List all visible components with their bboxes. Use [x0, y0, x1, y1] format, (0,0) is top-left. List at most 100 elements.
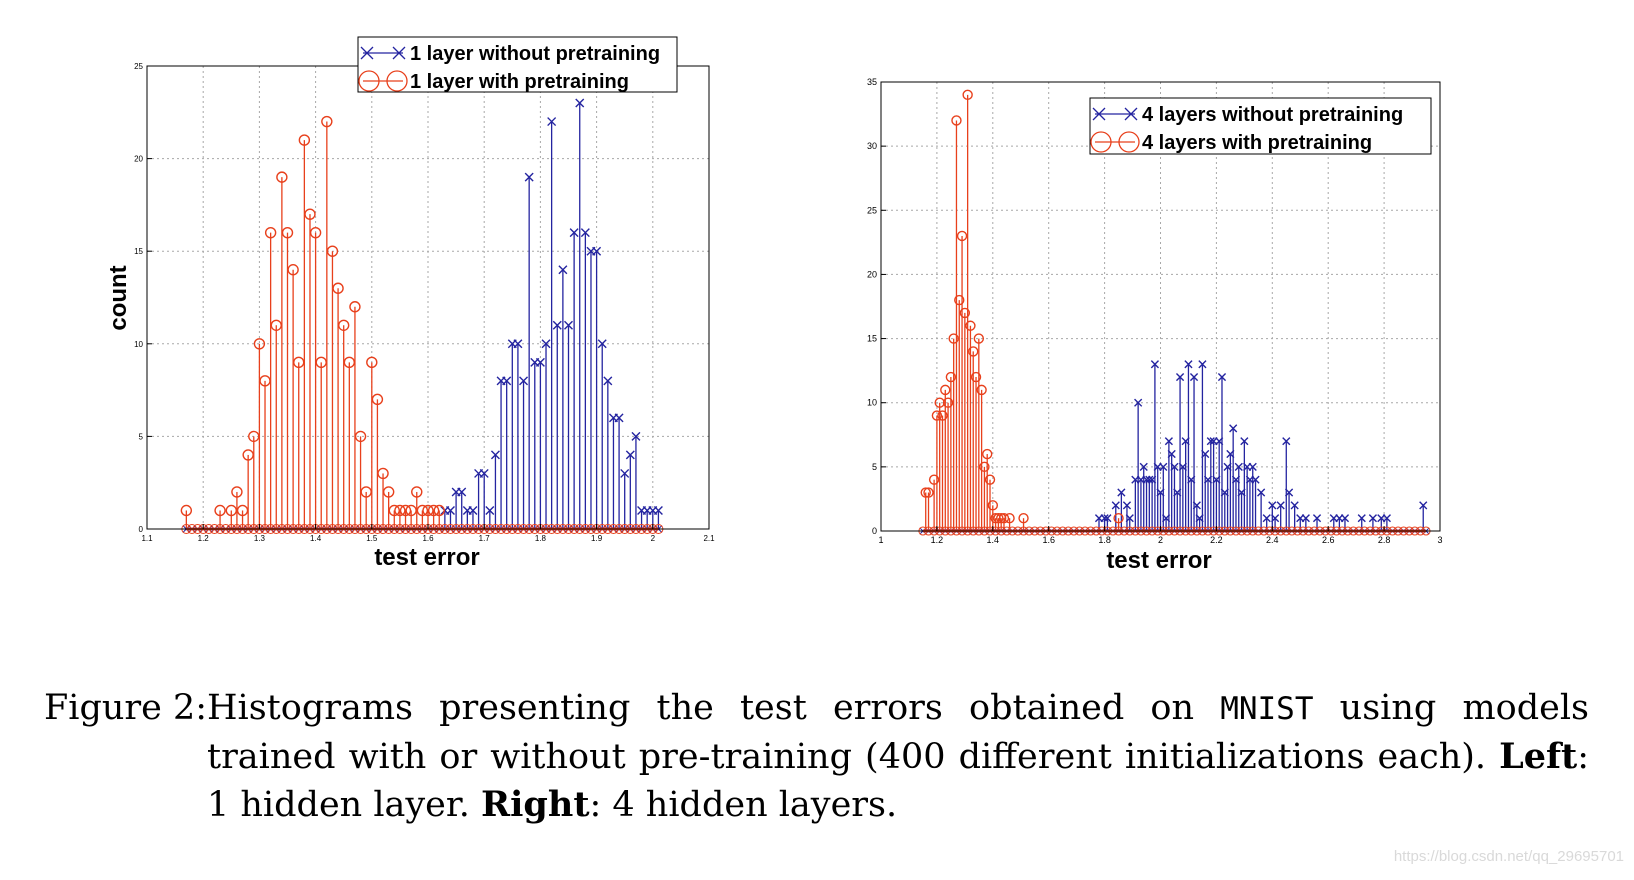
x-tick-label: 1: [878, 535, 883, 545]
data-point: [945, 371, 957, 383]
series-blue: [440, 98, 663, 529]
data-point: [1164, 437, 1173, 446]
data-point: [954, 294, 965, 306]
legend-label: 1 layer with pretraining: [410, 71, 629, 93]
data-point: [979, 461, 990, 473]
x-tick-label: 2.8: [1378, 535, 1391, 545]
data-point: [1217, 372, 1227, 382]
x-tick-label: 1.6: [422, 534, 434, 543]
data-point: [411, 486, 423, 498]
legend-label: 4 layers without pretraining: [1142, 104, 1403, 126]
x-tick-label: 1.4: [310, 534, 322, 543]
data-point: [309, 226, 322, 239]
data-point: [1122, 501, 1132, 510]
data-point: [1271, 514, 1280, 523]
data-point: [1301, 514, 1310, 523]
data-point: [253, 338, 266, 350]
data-point: [485, 505, 495, 515]
legend-marker: [1118, 131, 1140, 153]
series-red: [180, 115, 445, 529]
x-axis-label: test error: [374, 544, 479, 571]
y-tick-label: 30: [867, 141, 877, 151]
data-point: [1240, 437, 1249, 446]
data-point: [1368, 514, 1378, 523]
legend-label: 4 layers with pretraining: [1142, 132, 1372, 154]
x-tick-label: 1.5: [366, 534, 378, 543]
data-point: [1234, 462, 1243, 471]
data-point: [552, 320, 562, 330]
data-point: [1189, 372, 1199, 382]
x-tick-label: 1.7: [479, 534, 491, 543]
data-point: [1276, 501, 1285, 510]
data-point: [1111, 501, 1120, 510]
data-point: [1184, 360, 1193, 369]
data-point: [620, 468, 630, 478]
legend-box: [1089, 97, 1432, 155]
data-point: [1134, 398, 1143, 407]
plot-area: [881, 82, 1440, 531]
legend: 1 layer without pretraining 1 layer with …: [357, 36, 678, 93]
data-point: [547, 117, 557, 127]
data-point: [631, 431, 641, 441]
data-point: [614, 413, 624, 423]
data-point: [920, 487, 931, 498]
chart-right: 1 1.2 1.4 1.6 1.8 2 2.2 2.4 2.6 2.8 3 0 5 10 15 20 25 30 3…: [860, 0, 1634, 600]
legend-marker: [360, 46, 374, 60]
data-point: [1117, 488, 1126, 497]
x-tick-label: 1.2: [198, 534, 210, 543]
x-tick-label: 1.1: [141, 534, 153, 543]
y-tick-label: 5: [872, 462, 877, 472]
x-tick-label: 1.4: [987, 535, 1000, 545]
series-red: [920, 89, 1124, 531]
legend-marker: [392, 46, 406, 60]
x-tick-label: 1.8: [535, 534, 547, 543]
data-point: [371, 393, 384, 406]
data-point: [965, 320, 976, 331]
data-point: [304, 208, 316, 220]
data-point: [354, 430, 367, 443]
legend-marker: [1090, 131, 1112, 153]
data-point: [1312, 514, 1322, 523]
legend-marker: [386, 70, 408, 92]
data-point: [569, 228, 579, 238]
data-point: [366, 356, 378, 369]
y-tick-label: 15: [134, 247, 143, 256]
data-point: [281, 226, 294, 239]
data-point: [942, 397, 954, 408]
data-point: [513, 339, 523, 349]
data-point: [1113, 512, 1124, 524]
data-point: [1257, 488, 1266, 497]
x-tick-label: 2: [1158, 535, 1163, 545]
data-point: [962, 89, 973, 101]
data-point: [937, 410, 948, 421]
caption-text-3: : 1 hidden layer.: [207, 737, 1589, 825]
data-point: [180, 504, 193, 517]
y-axis-label: count: [860, 273, 863, 338]
y-tick-label: 5: [139, 432, 144, 441]
data-point: [479, 468, 489, 478]
data-point: [982, 448, 993, 460]
y-tick-label: 15: [867, 334, 877, 344]
legend-marker: [1124, 107, 1138, 121]
data-point: [1290, 501, 1299, 510]
data-point: [445, 505, 455, 515]
data-point: [214, 504, 226, 517]
data-point: [931, 410, 943, 421]
caption-text-1: Histograms presenting the test errors ob…: [207, 688, 1221, 728]
caption-right-label: Right: [481, 784, 590, 825]
data-point: [1198, 360, 1207, 369]
chart-left: 1.1 1.2 1.3 1.4 1.5 1.6 1.7 1.8 1.9 2 2.1 0 5 10 15 20 2…: [0, 0, 800, 600]
data-point: [382, 486, 395, 498]
data-point: [993, 512, 1004, 524]
data-point: [1248, 462, 1257, 471]
data-point: [1251, 475, 1260, 484]
data-point: [558, 265, 568, 275]
caption-label: Figure 2:: [44, 688, 208, 728]
data-point: [603, 376, 613, 386]
x-tick-label: 3: [1437, 535, 1442, 545]
data-point: [973, 333, 985, 344]
data-point: [433, 504, 445, 517]
data-point: [231, 486, 243, 498]
data-point: [287, 264, 299, 276]
data-point: [1357, 514, 1366, 523]
